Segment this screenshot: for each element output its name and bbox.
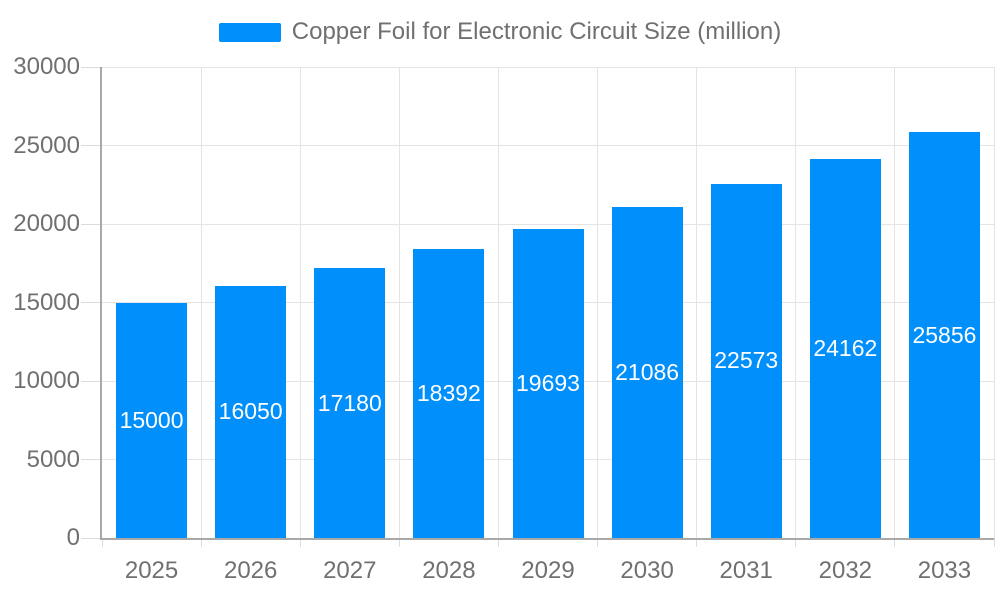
y-gridline [102, 66, 994, 68]
x-axis-line [100, 538, 994, 540]
y-axis-label: 15000 [13, 288, 80, 316]
x-axis-tick [795, 538, 797, 547]
y-axis-label: 20000 [13, 210, 80, 237]
y-axis-tick [81, 380, 100, 382]
x-axis-label: 2029 [521, 557, 575, 584]
x-axis-tick [101, 538, 103, 547]
x-axis-tick [696, 538, 698, 547]
y-axis-line [100, 67, 102, 540]
bar-value-label: 16050 [218, 398, 283, 425]
y-axis-label: 10000 [13, 367, 80, 394]
x-axis-label: 2027 [323, 557, 377, 584]
bar-value-label: 17180 [317, 389, 382, 416]
x-axis-label: 2030 [620, 557, 674, 584]
y-gridline [102, 145, 994, 146]
bar-value-label: 21086 [615, 358, 680, 385]
bar-value-label: 25856 [912, 321, 977, 348]
x-axis-tick [200, 538, 202, 547]
x-axis-label: 2031 [719, 557, 773, 584]
bar-2028[interactable]: 18392 [413, 249, 485, 538]
x-gridline [497, 67, 499, 538]
y-axis-label: 30000 [13, 53, 80, 80]
bar-2032[interactable]: 24162 [809, 158, 881, 538]
x-axis-tick [497, 538, 499, 547]
y-axis-tick [81, 145, 100, 146]
y-axis-tick [81, 223, 100, 225]
x-axis-tick [993, 538, 995, 547]
y-axis-label: 25000 [13, 131, 80, 159]
y-axis-label: 0 [66, 524, 80, 551]
x-gridline [398, 67, 400, 538]
legend-series-label: Copper Foil for Electronic Circuit Size … [291, 18, 782, 45]
x-axis-tick [299, 538, 301, 547]
x-gridline [795, 67, 797, 538]
x-gridline [200, 67, 202, 538]
bar-2030[interactable]: 21086 [611, 206, 683, 538]
x-axis-label: 2028 [422, 557, 476, 584]
x-axis-label: 2026 [223, 557, 278, 584]
x-gridline [299, 67, 301, 538]
y-axis-label: 5000 [26, 445, 80, 473]
plot-area: 15000 2025 16050 2026 17180 2027 18392 2028 1969… [81, 66, 995, 584]
x-gridline [993, 67, 995, 538]
x-axis-tick [398, 538, 400, 547]
bar-2033[interactable]: 25856 [908, 132, 980, 538]
x-gridline [894, 67, 896, 538]
bar-value-label: 24162 [813, 334, 878, 361]
bar-2027[interactable]: 17180 [314, 268, 386, 538]
legend-item[interactable]: Copper Foil for Electronic Circuit Size … [0, 20, 1000, 44]
bar-value-label: 22573 [714, 347, 779, 374]
x-axis-label: 2033 [917, 557, 972, 584]
x-axis-label: 2025 [124, 557, 179, 584]
x-axis-tick [894, 538, 896, 547]
bar-2029[interactable]: 19693 [512, 228, 584, 538]
y-axis-tick [81, 302, 100, 303]
bar-2031[interactable]: 22573 [710, 183, 782, 538]
x-axis-tick [597, 538, 599, 547]
bar-2026[interactable]: 16050 [215, 286, 287, 538]
legend-swatch-icon [218, 22, 281, 42]
bar-value-label: 15000 [119, 406, 184, 433]
x-axis-label: 2032 [818, 557, 873, 584]
y-axis-tick [81, 537, 100, 539]
y-gridline [102, 223, 994, 225]
bar-value-label: 19693 [516, 369, 580, 396]
bar-2025[interactable]: 15000 [116, 302, 188, 538]
x-gridline [696, 67, 698, 538]
y-axis-tick [81, 459, 100, 460]
y-axis-tick [81, 66, 100, 68]
bar-value-label: 18392 [416, 380, 481, 407]
x-gridline [597, 67, 599, 538]
